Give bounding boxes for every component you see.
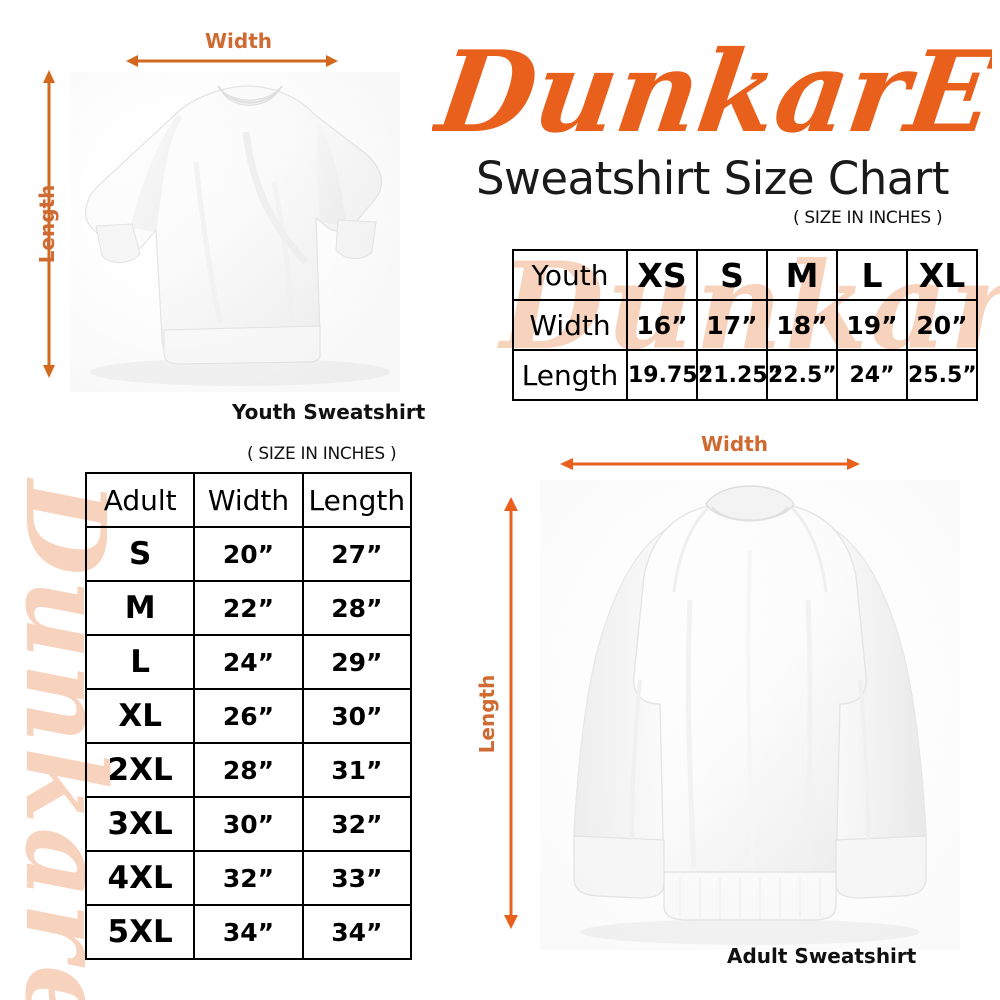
adult-width-label: Width: [701, 432, 769, 456]
adult-length-5xl: 34”: [301, 904, 413, 960]
adult-length-l: 29”: [301, 634, 413, 690]
adult-length-2xl: 31”: [301, 742, 413, 798]
adult-size-5xl: 5XL: [84, 904, 196, 960]
youth-width-arrow: [126, 52, 338, 70]
table-row: 2XL 28” 31”: [84, 742, 413, 798]
youth-length-m: 22.5”: [766, 349, 838, 401]
adult-size-table: Adult Width Length S 20” 27” M 22” 28” L…: [84, 472, 413, 960]
youth-length-l: 24”: [836, 349, 908, 401]
youth-size-xl: XL: [906, 249, 978, 301]
table-row: 3XL 30” 32”: [84, 796, 413, 852]
youth-sweatshirt-image: [70, 72, 400, 392]
table-row: M 22” 28”: [84, 580, 413, 636]
adult-length-4xl: 33”: [301, 850, 413, 906]
youth-size-s: S: [696, 249, 768, 301]
youth-length-arrow: [40, 70, 58, 378]
table-row: S 20” 27”: [84, 526, 413, 582]
table-row: 5XL 34” 34”: [84, 904, 413, 960]
adult-size-3xl: 3XL: [84, 796, 196, 852]
adult-length-s: 27”: [301, 526, 413, 582]
youth-width-s: 17”: [696, 299, 768, 351]
adult-length-3xl: 32”: [301, 796, 413, 852]
table-row: 4XL 32” 33”: [84, 850, 413, 906]
youth-sweatshirt-caption: Youth Sweatshirt: [232, 400, 426, 424]
table-row: Adult Width Length: [84, 472, 413, 528]
youth-width-xl: 20”: [906, 299, 978, 351]
adult-length-m: 28”: [301, 580, 413, 636]
youth-corner-label: Youth: [512, 249, 628, 301]
youth-size-unit-note: ( SIZE IN INCHES ): [793, 208, 943, 228]
youth-width-label: Width: [205, 29, 273, 53]
adult-length-xl: 30”: [301, 688, 413, 744]
youth-length-xl: 25.5”: [906, 349, 978, 401]
adult-width-2xl: 28”: [193, 742, 304, 798]
youth-width-xs: 16”: [626, 299, 698, 351]
table-row: L 24” 29”: [84, 634, 413, 690]
adult-header-size: Adult: [84, 472, 196, 528]
table-row: Length 19.75” 21.25” 22.5” 24” 25.5”: [512, 349, 978, 401]
adult-size-2xl: 2XL: [84, 742, 196, 798]
youth-length-label: Length: [35, 184, 59, 264]
table-row: Width 16” 17” 18” 19” 20”: [512, 299, 978, 351]
adult-width-arrow: [560, 455, 860, 473]
page-title: Sweatshirt Size Chart: [475, 152, 950, 205]
adult-width-l: 24”: [193, 634, 304, 690]
youth-width-m: 18”: [766, 299, 838, 351]
brand-logo-text: DunkarE: [432, 28, 992, 158]
adult-length-arrow: [502, 497, 520, 929]
youth-size-table: Youth XS S M L XL Width 16” 17” 18” 19” …: [512, 249, 978, 401]
adult-width-xl: 26”: [193, 688, 304, 744]
adult-size-xl: XL: [84, 688, 196, 744]
adult-length-label: Length: [475, 674, 499, 754]
adult-header-width: Width: [193, 472, 304, 528]
table-row: XL 26” 30”: [84, 688, 413, 744]
adult-size-m: M: [84, 580, 196, 636]
youth-size-xs: XS: [626, 249, 698, 301]
adult-sweatshirt-caption: Adult Sweatshirt: [727, 944, 917, 968]
adult-width-4xl: 32”: [193, 850, 304, 906]
adult-sweatshirt-image: [540, 480, 960, 950]
adult-size-l: L: [84, 634, 196, 690]
youth-size-l: L: [836, 249, 908, 301]
youth-length-xs: 19.75”: [626, 349, 712, 401]
youth-length-row-label: Length: [512, 349, 628, 401]
youth-width-row-label: Width: [512, 299, 628, 351]
adult-size-4xl: 4XL: [84, 850, 196, 906]
adult-width-s: 20”: [193, 526, 304, 582]
table-row: Youth XS S M L XL: [512, 249, 978, 301]
adult-header-length: Length: [301, 472, 413, 528]
youth-length-s: 21.25”: [696, 349, 782, 401]
youth-width-l: 19”: [836, 299, 908, 351]
youth-size-m: M: [766, 249, 838, 301]
adult-width-m: 22”: [193, 580, 304, 636]
adult-size-unit-note: ( SIZE IN INCHES ): [247, 444, 397, 464]
adult-width-3xl: 30”: [193, 796, 304, 852]
brand-logo: DunkarE: [432, 28, 992, 158]
adult-size-s: S: [84, 526, 196, 582]
adult-width-5xl: 34”: [193, 904, 304, 960]
